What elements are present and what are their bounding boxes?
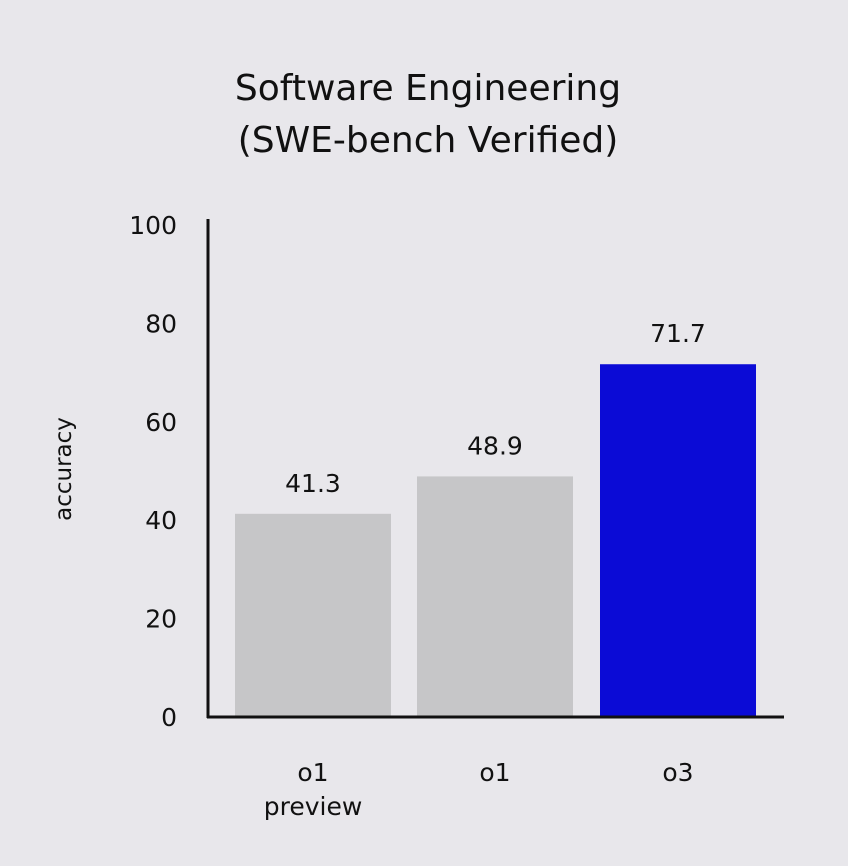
y-tick-label: 60 [145,408,177,437]
bar-2 [600,364,756,717]
chart-title-line-2: (SWE-bench Verified) [238,120,619,161]
value-label-2: 71.7 [650,319,706,348]
value-label-0: 41.3 [285,469,341,498]
category-label-0-line-1: preview [264,792,363,821]
value-label-1: 48.9 [467,431,523,460]
category-label-0-line-0: o1 [297,758,328,787]
category-labels: o1 preview o1 o3 [264,758,694,821]
value-labels: 41.3 48.9 71.7 [285,319,706,498]
bar-1 [417,476,573,717]
chart-title-line-1: Software Engineering [235,68,621,109]
y-tick-label: 20 [145,605,177,634]
bars [235,364,756,717]
y-tick-label: 100 [129,211,177,240]
category-label-1-line-0: o1 [479,758,510,787]
y-axis-label: accuracy [51,417,77,521]
bar-0 [235,513,391,717]
y-tick-labels: 0 20 40 60 80 100 [129,211,177,732]
y-tick-label: 80 [145,309,177,338]
category-label-2-line-0: o3 [662,758,693,787]
y-tick-label: 0 [161,703,177,732]
y-tick-label: 40 [145,506,177,535]
